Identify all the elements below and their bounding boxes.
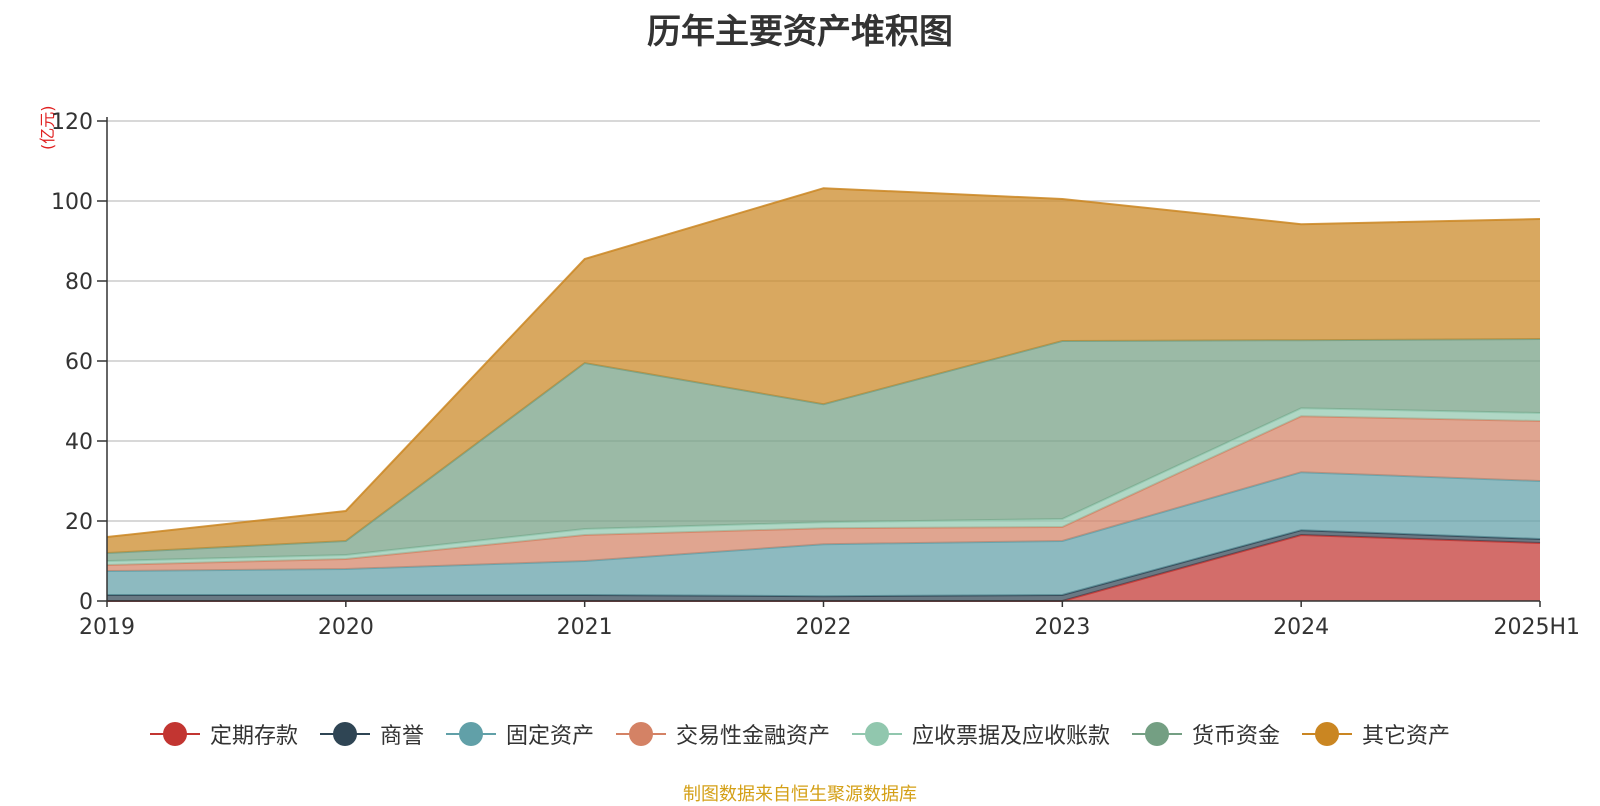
y-tick-label: 100 xyxy=(51,190,93,215)
y-tick-label: 20 xyxy=(65,510,93,535)
legend-item-0[interactable]: 定期存款 xyxy=(149,718,298,750)
area-series-0 xyxy=(107,535,1540,601)
legend-item-3[interactable]: 交易性金融资产 xyxy=(615,718,830,750)
stacked-area-chart: 0 20 40 60 80 100 120 2019 2020 2021 2022 2023 2024… xyxy=(51,110,1580,640)
legend-marker xyxy=(445,722,496,746)
y-tick-label: 120 xyxy=(51,110,93,135)
series-areas xyxy=(106,187,1541,602)
legend-label: 固定资产 xyxy=(505,724,594,749)
series-line-6 xyxy=(106,187,1541,538)
legend-label: 定期存款 xyxy=(209,724,298,749)
y-tick-label: 60 xyxy=(65,350,93,375)
x-tick-label: 2021 xyxy=(557,615,613,640)
chart-title: 历年主要资产堆积图 xyxy=(647,12,953,52)
legend-marker xyxy=(852,722,902,746)
y-tick-labels: 0 20 40 60 80 100 120 xyxy=(51,110,93,615)
area-series-5 xyxy=(107,339,1540,561)
legend-marker xyxy=(1302,722,1353,746)
legend-marker xyxy=(1132,722,1183,746)
legend-label: 交易性金融资产 xyxy=(675,724,830,749)
y-tick-label: 80 xyxy=(65,270,93,295)
x-tick-label: 2022 xyxy=(796,615,852,640)
legend-label: 其它资产 xyxy=(1362,724,1451,749)
data-source-note: 制图数据来自恒生聚源数据库 xyxy=(683,784,917,805)
x-tick-label: 2019 xyxy=(79,615,135,640)
area-series-3 xyxy=(107,416,1540,571)
legend-marker xyxy=(149,722,200,746)
legend-marker xyxy=(319,722,370,746)
area-series-1 xyxy=(107,530,1540,601)
x-tick-label: 2025H1 xyxy=(1493,615,1580,640)
legend: 定期存款 商誉 固定资产 交易性金融资产 应收票据及应收账款 货币资金 其它资产 xyxy=(0,718,1600,750)
legend-item-1[interactable]: 商誉 xyxy=(319,718,424,750)
x-tick-label: 2020 xyxy=(318,615,374,640)
x-tick-label: 2024 xyxy=(1273,615,1329,640)
legend-item-6[interactable]: 其它资产 xyxy=(1302,718,1450,750)
axes xyxy=(97,117,1541,607)
legend-item-5[interactable]: 货币资金 xyxy=(1132,718,1280,750)
legend-label: 应收票据及应收账款 xyxy=(912,724,1111,749)
y-tick-label: 0 xyxy=(79,590,93,615)
x-tick-label: 2023 xyxy=(1034,615,1090,640)
x-tick-labels: 2019 2020 2021 2022 2023 2024 2025H1 xyxy=(79,615,1580,640)
legend-label: 货币资金 xyxy=(1192,724,1281,749)
legend-item-4[interactable]: 应收票据及应收账款 xyxy=(852,718,1110,750)
legend-marker xyxy=(615,722,666,746)
legend-item-2[interactable]: 固定资产 xyxy=(445,718,594,750)
y-tick-label: 40 xyxy=(65,430,93,455)
legend-label: 商誉 xyxy=(379,724,424,749)
area-series-6 xyxy=(107,188,1540,553)
